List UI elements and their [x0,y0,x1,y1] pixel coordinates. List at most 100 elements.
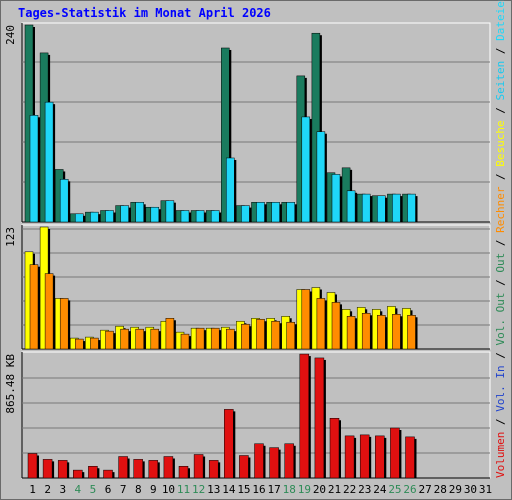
bar-volumen-day-4 [73,469,83,479]
bar-rechner-day-7 [120,328,129,350]
bar-dateien-day-8 [135,202,144,223]
bar-dateien-day-7 [120,205,129,223]
bar-dateien-day-3 [59,179,69,223]
bar-rechner-day-21 [331,302,341,350]
bar-rechner-day-14 [226,328,235,350]
bar-volumen-day-16 [254,443,264,479]
bar-dateien-day-5 [90,211,99,223]
bar-dateien-day-21 [331,174,341,223]
bar-rechner-day-1 [29,264,39,350]
bar-rechner-day-9 [150,328,160,350]
bar-volumen-day-18 [284,443,294,479]
y-axis-max-label: 123 [4,227,17,247]
bar-volumen-day-25 [390,427,400,479]
bar-volumen-day-22 [344,435,355,479]
bar-dateien-day-22 [346,190,356,223]
plot-area [21,22,491,223]
bar-volumen-day-23 [359,434,370,479]
bar-dateien-day-13 [210,210,220,223]
bar-dateien-day-11 [180,210,190,223]
legend-item: / [494,273,507,293]
bar-volumen-day-11 [178,466,189,479]
bar-rechner-day-8 [135,328,144,350]
legend-item: Seiten [494,61,507,101]
bar-rechner-day-17 [271,320,280,350]
bar-rechner-day-11 [180,333,190,350]
bar-volumen-day-10 [163,456,174,479]
panel-hits_files_pages: 240 [4,22,491,223]
bar-rechner-day-5 [90,337,99,350]
bar-dateien-day-9 [150,206,160,223]
x-tick-label-day-13: 13 [207,483,220,496]
bar-anfragen-day-20 [311,32,321,223]
bar-rechner-day-20 [316,298,326,350]
legend-item: Besuche [494,120,507,166]
legend-item: / [494,346,507,366]
bar-rechner-day-4 [75,338,84,350]
bar-volumen-day-21 [329,418,340,479]
chart-title: Tages-Statistik im Monat April 2026 [18,6,271,20]
bar-rechner-day-6 [105,330,114,350]
bar-volumen-day-5 [88,466,98,479]
x-tick-label-day-10: 10 [162,483,175,496]
panel-volume: 865.48 KB [4,351,491,479]
bar-dateien-day-6 [105,210,114,223]
x-tick-label-day-23: 23 [358,483,371,496]
bar-volumen-day-17 [269,447,279,479]
bar-volumen-day-6 [103,469,113,479]
x-tick-label-day-28: 28 [434,483,447,496]
bar-dateien-day-25 [392,193,401,223]
bar-rechner-day-12 [195,327,205,350]
bar-volumen-day-8 [133,459,143,479]
bar-rechner-day-22 [346,316,356,350]
bar-dateien-day-18 [286,202,295,223]
bar-rechner-day-19 [301,289,311,350]
bar-volumen-day-15 [239,455,249,479]
bar-dateien-day-1 [29,115,39,223]
legend-item: Vol. In [494,365,507,411]
legend-item: Dateien [494,0,507,41]
panel-visits_sites: 123 [4,224,491,350]
x-tick-label-day-5: 5 [90,483,97,496]
bar-dateien-day-12 [195,210,205,223]
bar-dateien-day-10 [165,200,175,223]
bar-volumen-day-20 [314,357,325,479]
legend-item: / [494,412,507,432]
x-tick-label-day-7: 7 [120,483,127,496]
bar-volumen-day-7 [118,456,128,479]
bar-rechner-day-3 [59,298,69,350]
bar-dateien-day-19 [301,116,311,223]
bar-dateien-day-26 [407,193,416,223]
bar-dateien-day-20 [316,131,326,223]
x-tick-label-day-16: 16 [252,483,265,496]
bar-rechner-day-25 [392,314,401,350]
bar-rechner-day-2 [44,273,54,350]
legend-item: Rechner [494,186,507,233]
bar-rechner-day-13 [210,327,220,350]
bar-rechner-day-16 [256,318,265,350]
bar-rechner-day-15 [241,323,250,350]
x-tick-label-day-27: 27 [419,483,432,496]
bar-volumen-day-24 [375,435,385,479]
bar-dateien-day-2 [44,101,54,223]
legend-item: Out [494,253,507,273]
bar-rechner-day-10 [165,318,175,350]
x-tick-label-day-20: 20 [313,483,326,496]
x-tick-label-day-25: 25 [388,483,401,496]
bar-volumen-day-13 [208,460,219,479]
x-tick-label-day-1: 1 [29,483,36,496]
x-tick-label-day-30: 30 [464,483,477,496]
x-tick-label-day-17: 17 [268,483,281,496]
bar-dateien-day-4 [75,213,84,223]
x-tick-label-day-18: 18 [283,483,296,496]
bar-rechner-day-26 [407,315,416,350]
bar-volumen-day-9 [148,460,159,479]
x-tick-label-day-9: 9 [150,483,157,496]
bar-volumen-day-1 [27,453,38,479]
x-tick-label-day-29: 29 [449,483,462,496]
x-tick-label-day-6: 6 [105,483,112,496]
legend-item: Vol. Out [494,293,507,346]
legend-item: / [494,233,507,253]
x-tick-label-day-24: 24 [373,483,387,496]
x-tick-label-day-14: 14 [222,483,236,496]
